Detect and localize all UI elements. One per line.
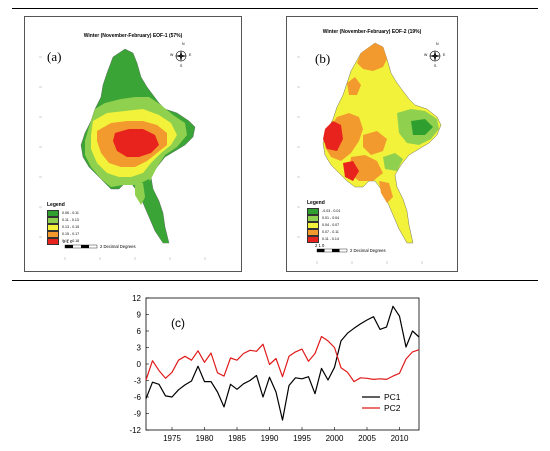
- compass-n-a: N: [182, 42, 185, 46]
- x-tick-label: 1995: [293, 434, 311, 443]
- legend-label: 0.07 - 0.11: [322, 230, 339, 234]
- legend-label: 0.11 - 0.13: [62, 218, 79, 222]
- map-panel-a: Winter (November-February) EOF-1 (57%) (…: [24, 16, 242, 272]
- compass-rose-b: N E S W: [424, 42, 446, 68]
- eof2-map: [297, 42, 442, 264]
- x-tick-label: 2005: [358, 434, 376, 443]
- compass-e-a: E: [189, 53, 192, 57]
- map-b-title: Winter (November-February) EOF-2 (19%): [322, 29, 422, 35]
- legend-row: 0.11 - 0.14: [307, 235, 339, 243]
- x-tick-label: 1990: [261, 434, 279, 443]
- plot-frame: [145, 297, 420, 431]
- legend-label: 0.04 - 0.07: [322, 223, 340, 227]
- x-tick-label: 1985: [228, 434, 246, 443]
- y-tick-label: 12: [132, 294, 141, 303]
- compass-w-b: W: [424, 53, 428, 57]
- x-tick-label: 1980: [196, 434, 214, 443]
- series-line-pc1: [145, 305, 420, 421]
- legend-swatch: [47, 230, 59, 238]
- compass-icon: [175, 50, 187, 62]
- legend-label: 0.06 - 0.11: [62, 211, 79, 215]
- legend-row: 0.04 - 0.07: [307, 221, 340, 229]
- legend-label: 0.13 - 0.15: [62, 225, 80, 229]
- series-line-pc2: [145, 335, 420, 383]
- eof1-map: [39, 48, 206, 260]
- legend-row: 0.06 - 0.11: [47, 209, 79, 217]
- legend-swatch: [47, 216, 59, 224]
- legend-label-pc2: PC2: [384, 403, 401, 413]
- x-tick-label: 2010: [391, 434, 409, 443]
- compass-n-b: N: [436, 42, 439, 46]
- legend-row: 0.07 - 0.11: [307, 228, 339, 236]
- y-tick-label: 0: [137, 360, 142, 369]
- legend-swatch: [307, 207, 319, 215]
- y-tick-label: 3: [137, 344, 142, 353]
- legend-label-pc1: PC1: [384, 392, 401, 402]
- map-b-letter: (b): [315, 51, 331, 66]
- legend-swatch: [307, 214, 319, 222]
- legend-swatch: [307, 221, 319, 229]
- x-tick-label: 1975: [163, 434, 181, 443]
- legend-label: 0.01 - 0.04: [322, 216, 340, 220]
- legend-swatch: [47, 223, 59, 231]
- legend-label: -0.03 - 0.01: [322, 209, 341, 213]
- legend-row: 0.17 - 0.18: [47, 237, 80, 245]
- compass-s-b: S: [434, 64, 437, 68]
- legend-swatch: [307, 235, 319, 243]
- legend-row: 0.13 - 0.15: [47, 223, 80, 231]
- legend-row: 0.15 - 0.17: [47, 230, 80, 238]
- chart-panel-label: (c): [171, 316, 185, 330]
- x-tick-label: 2000: [326, 434, 344, 443]
- legend-row: -0.03 - 0.01: [307, 207, 341, 215]
- chart-legend: PC1 PC2: [362, 392, 401, 413]
- middle-rule: [12, 280, 538, 281]
- map-b-scale-unit: 2 Decimal Degrees: [350, 248, 386, 253]
- pc-timeseries-chart: 12 9 6 3 0 -3 -6 -9 -12 1975 1980 1985 1990 1995 2000…: [129, 294, 420, 443]
- legend-swatch: [307, 228, 319, 236]
- legend-row: 0.11 - 0.13: [47, 216, 79, 224]
- legend-swatch: [47, 209, 59, 217]
- map-panel-b: Winter (November-February) EOF-2 (19%) (…: [286, 16, 458, 272]
- legend-label: 0.15 - 0.17: [62, 232, 80, 236]
- map-b-legend-title: Legend: [307, 200, 325, 206]
- y-tick-label: 9: [137, 311, 142, 320]
- compass-w-a: W: [170, 53, 174, 57]
- legend-label: 0.11 - 0.14: [322, 237, 339, 241]
- legend-swatch: [47, 237, 59, 245]
- legend-label: 0.17 - 0.18: [62, 239, 80, 243]
- y-tick-label: -6: [134, 393, 142, 402]
- y-tick-label: -3: [134, 377, 142, 386]
- map-a-scale-unit: 2 Decimal Degrees: [100, 244, 136, 249]
- compass-e-b: E: [443, 53, 446, 57]
- compass-rose-a: N E S W: [170, 42, 192, 68]
- map-a-legend-title: Legend: [47, 202, 65, 208]
- top-rule: [12, 8, 538, 9]
- x-axis: 1975 1980 1985 1990 1995 2000 2005 2010: [163, 427, 409, 443]
- map-a-letter: (a): [47, 49, 62, 64]
- compass-s-a: S: [180, 64, 183, 68]
- map-b-scale-numbers: 2 1 0: [315, 243, 325, 248]
- compass-icon: [429, 50, 441, 62]
- y-tick-label: -12: [129, 426, 141, 435]
- map-a-title: Winter (November-February) EOF-1 (57%): [83, 33, 183, 39]
- map-a-scale-numbers: 2 1 0: [63, 239, 73, 244]
- y-axis: 12 9 6 3 0 -3 -6 -9 -12: [129, 294, 149, 435]
- y-tick-label: 6: [137, 327, 142, 336]
- y-tick-label: -9: [134, 410, 142, 419]
- legend-row: 0.01 - 0.04: [307, 214, 340, 222]
